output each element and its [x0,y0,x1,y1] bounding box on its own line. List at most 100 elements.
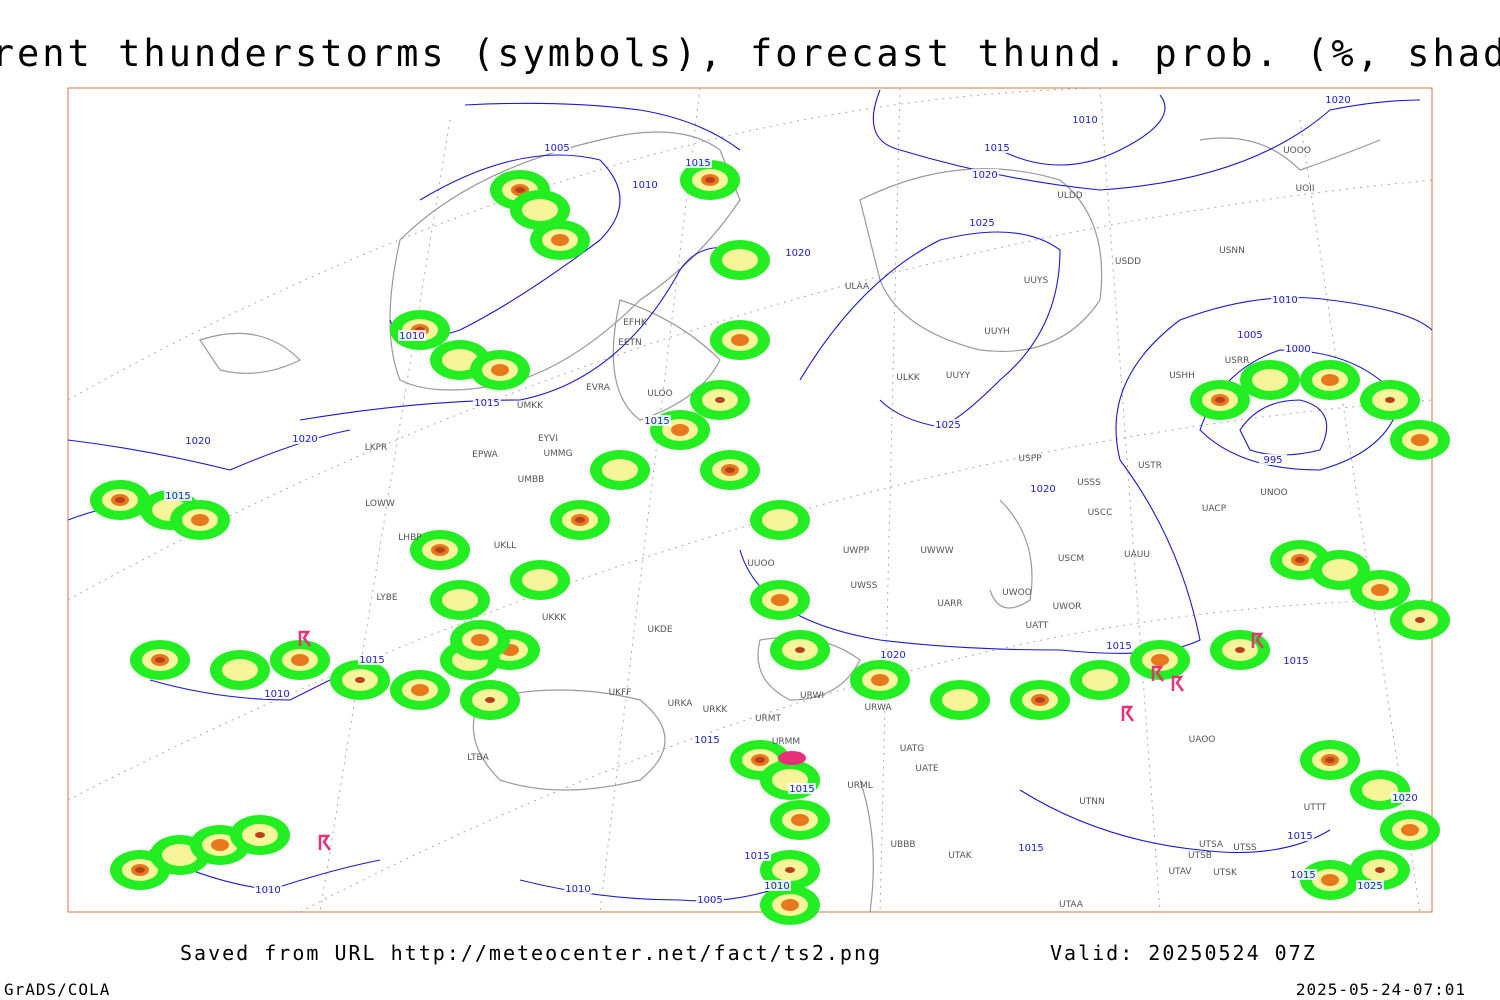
station-code: ULDD [1057,191,1083,201]
shade-red [435,547,445,553]
station-code: EFHK [623,318,648,328]
station-code: UMBB [518,475,545,485]
isobar-label: 1005 [544,143,569,154]
timestamp: 2025-05-24-07:01 [1296,980,1466,999]
station-code: LOWW [365,499,395,509]
station-code: UATT [1026,621,1049,631]
station-code: UWPP [843,546,870,556]
station-code: ULKK [896,373,921,383]
shade-red [795,647,805,653]
station-code: URWA [864,703,892,713]
station-code: UKDE [647,625,672,635]
isobar-label-bg [1259,454,1287,465]
station-code: UTSA [1199,840,1224,850]
shade-orange [551,234,569,246]
shade-red [155,657,165,663]
isobar-label-bg [788,783,816,794]
isobar-label: 1015 [359,655,384,666]
isobar-label: 1015 [1287,831,1312,842]
thunderstorm-symbol [1251,632,1264,649]
shade-orange [291,654,309,666]
isobar-label: 1025 [935,420,960,431]
isobar-label: 1015 [644,416,669,427]
shade-red [1325,757,1335,763]
isobar-label-bg [763,880,791,891]
station-code: USCC [1088,508,1113,518]
isobar-label-bg [693,734,721,745]
valid-time: Valid: 20250524 07Z [1050,941,1317,965]
isobar-label-bg [1391,792,1419,803]
shade-orange [771,594,789,606]
isobar-label: 995 [1263,455,1282,466]
station-code: UACP [1202,504,1227,514]
isobar-label-bg [1271,294,1299,305]
station-code: UWOO [1002,588,1032,598]
shade-yellow [1322,559,1358,581]
station-code: URKA [668,699,694,709]
isobar-label-bg [1017,842,1045,853]
isobar-label: 1010 [264,689,289,700]
station-code: UMKK [517,401,544,411]
station-code: URMT [755,714,782,724]
station-code: UTSK [1213,868,1238,878]
isobar-label-bg [1105,640,1133,651]
thunderstorm-probability-shading [90,160,1450,925]
isobar-label: 1015 [1106,641,1131,652]
shade-red [485,697,495,703]
thunderstorm-symbol [318,834,331,851]
shade-orange [781,899,799,911]
isobar-label: 1005 [1237,330,1262,341]
shade-red [785,867,795,873]
station-code: UTSB [1188,851,1212,861]
shade-yellow [222,659,258,681]
isobar-label: 1015 [789,784,814,795]
shade-red [755,757,765,763]
station-code: URML [847,781,873,791]
station-code: USPP [1018,454,1042,464]
isobar-label-bg [971,169,999,180]
thunderstorm-area [778,751,806,765]
isobar-label-bg [291,433,319,444]
shade-yellow [1082,669,1118,691]
shade-red [1415,617,1425,623]
thunderstorm-symbol [298,630,311,647]
isobar-label-bg [631,179,659,190]
shade-yellow [522,569,558,591]
shade-orange [411,684,429,696]
isobar-label-bg [1282,655,1310,666]
isobar-label: 1020 [185,436,210,447]
map-labels: 1005 1015 1010 1020 1010 1015 1020 1025 1020 1010… [164,94,1419,910]
isobar-label: 1010 [632,180,657,191]
isobar-label-bg [473,397,501,408]
thunderstorm-symbol [1171,675,1184,692]
isobar-label-bg [879,649,907,660]
shade-yellow [1252,369,1288,391]
shade-yellow [162,844,198,866]
isobar-label-bg [934,419,962,430]
shade-red [725,467,735,473]
isobar-label-bg [696,894,724,905]
station-code: USHH [1169,371,1195,381]
station-code: LKPR [365,443,388,453]
station-code: UATG [900,744,925,754]
map-title: Current thunderstorms (symbols), forecas… [0,32,1500,75]
shade-orange [1401,824,1419,836]
shade-red [1295,557,1305,563]
station-code: URKK [703,705,729,715]
station-code: UTAA [1059,900,1084,910]
isobar-label-bg [564,883,592,894]
isobar-label-bg [684,157,712,168]
station-code: USCM [1058,554,1084,564]
station-code: UTAV [1168,867,1192,877]
station-code: UTNN [1079,797,1105,807]
shade-orange [671,424,689,436]
shade-red [255,832,265,838]
station-code: USTR [1138,461,1162,471]
shade-orange [471,634,489,646]
station-code: USRR [1225,356,1250,366]
shade-red [135,867,145,873]
station-code: UWWW [920,546,953,556]
isobar-label-bg [743,850,771,861]
station-code: UKKK [542,613,567,623]
isobar-label-bg [1356,880,1384,891]
